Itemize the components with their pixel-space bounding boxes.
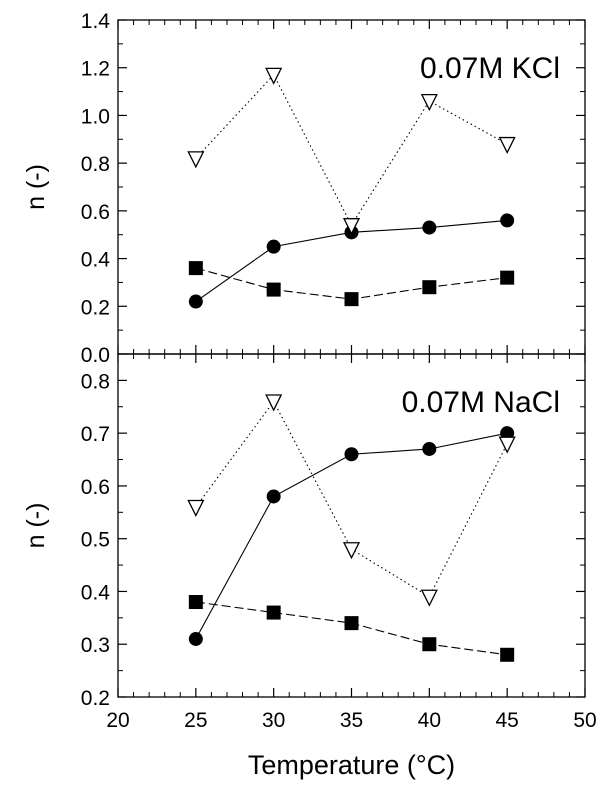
panel-2-ytick-label: 0.2 bbox=[81, 687, 110, 710]
panel-1-series-1-point bbox=[266, 239, 281, 254]
panel-1-series-2-point bbox=[266, 282, 281, 297]
panel-1-series-2-point bbox=[344, 292, 359, 307]
panel-2-series-3-point bbox=[498, 436, 516, 454]
panel-1-series-3-point bbox=[498, 136, 516, 155]
panel-1-ylabel: n (-) bbox=[22, 164, 50, 210]
panel-2-annotation: 0.07M NaCl bbox=[402, 386, 560, 419]
panel-2-xtick-label: 30 bbox=[262, 709, 285, 732]
panel-1-series-2-point bbox=[188, 261, 203, 276]
panel-2-series-2-point bbox=[344, 616, 359, 631]
panel-1-ytick-label: 0.0 bbox=[81, 344, 110, 367]
panel-1-series-2-point bbox=[500, 270, 515, 285]
x-axis-label: Temperature (°C) bbox=[248, 750, 455, 780]
panel-1-ytick-label: 0.4 bbox=[81, 249, 111, 272]
panel-2-series-3-point bbox=[187, 499, 205, 517]
panel-2-xtick-label: 45 bbox=[495, 709, 518, 732]
panel-1-ytick-label: 1.2 bbox=[81, 58, 110, 81]
panel-1-ytick-label: 0.6 bbox=[81, 201, 110, 224]
panel-2-series-2-point bbox=[188, 595, 203, 610]
panel-1-series-3-point bbox=[420, 93, 438, 112]
panel-2-ylabel: n (-) bbox=[22, 503, 50, 549]
panel-1-series-3-point bbox=[342, 218, 361, 236]
panel-2-series-2-point bbox=[422, 637, 437, 652]
panel-2-ytick-label: 0.8 bbox=[81, 370, 110, 393]
panel-2-ytick-label: 0.6 bbox=[81, 476, 110, 499]
panel-1-ytick-label: 1.0 bbox=[81, 105, 110, 128]
panel-2-series-3-line bbox=[195, 400, 508, 598]
panel-2-ytick-label: 0.7 bbox=[81, 423, 110, 446]
panel-1-series-3-point bbox=[187, 151, 205, 169]
panel-1-series-2-point bbox=[422, 280, 437, 295]
panel-2-ytick-label: 0.5 bbox=[81, 529, 110, 552]
panel-1-ytick-label: 1.4 bbox=[81, 10, 111, 33]
panel-2-xtick-label: 40 bbox=[418, 709, 441, 732]
panel-2-series-1-point bbox=[188, 631, 203, 646]
panel-1-series-1-point bbox=[500, 213, 515, 228]
panel-2-xtick-label: 25 bbox=[184, 709, 207, 732]
panel-2-series-1-point bbox=[422, 441, 437, 456]
panel-2-series-2-point bbox=[500, 647, 515, 662]
panel-2-series-3-point bbox=[342, 542, 361, 560]
panel-2-ytick-label: 0.3 bbox=[81, 634, 110, 657]
panel-1-annotation: 0.07M KCl bbox=[420, 52, 560, 85]
panel-1-series-1-point bbox=[188, 294, 203, 309]
panel-2-ytick-label: 0.4 bbox=[81, 581, 111, 604]
panel-1-series-1-point bbox=[422, 220, 437, 235]
panel-2-series-2-point bbox=[266, 605, 281, 620]
panel-2-series-3-point bbox=[420, 589, 438, 607]
panel-2-series-3-point bbox=[265, 394, 283, 412]
panel-2-series-1-point bbox=[344, 447, 359, 462]
panel-1-ytick-label: 0.8 bbox=[81, 153, 110, 176]
panel-2-series-1-point bbox=[266, 489, 281, 504]
panel-2-xtick-label: 35 bbox=[340, 709, 363, 732]
panel-1-ytick-label: 0.2 bbox=[81, 296, 110, 319]
panel-1-series-3-point bbox=[265, 67, 283, 85]
panel-2-xtick-label: 20 bbox=[106, 709, 129, 732]
panel-2-xtick-label: 50 bbox=[573, 709, 596, 732]
panel-1-series-3-line bbox=[195, 73, 508, 227]
